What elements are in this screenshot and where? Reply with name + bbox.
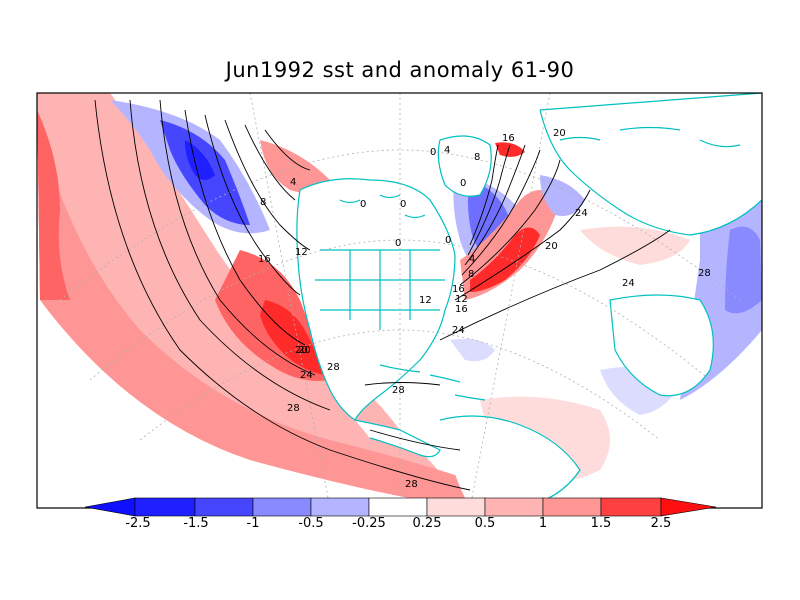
contour-label: 12 [295,247,308,258]
colorbar-box [484,497,544,517]
contour-label: 16 [452,284,465,295]
south-america-land [440,416,580,508]
contour-label: 12 [455,294,468,305]
anomaly-pos-pacific-west [37,110,70,300]
contour-label: 20 [298,345,311,356]
contour-label: 28 [392,385,405,396]
contour-label: 4 [444,145,450,156]
anomaly-neg-east-core [725,226,762,314]
colorbar-box [310,497,370,517]
contour-label: 8 [260,197,266,208]
colorbar-box [426,497,486,517]
colorbar-box [368,497,428,517]
contour-label: 4 [469,254,475,265]
colorbar-label: 2.5 [650,516,672,531]
contour-label: 8 [468,269,474,280]
africa-land [610,295,714,396]
contour-label: 28 [698,268,711,279]
contour-label: 16 [258,254,271,265]
contour-label: 0 [395,238,401,249]
contour-label: 24 [622,278,635,289]
contour-label: 0 [445,235,451,246]
land-layer [296,93,762,508]
north-america-land [296,178,455,420]
contour-label: 20 [295,345,308,356]
contour-label: 28 [405,479,418,490]
contour-label: 0 [430,147,436,158]
contour-label: 8 [474,152,480,163]
anomaly-neg-natlantic [540,175,585,216]
map-title: Jun1992 sst and anomaly 61-90 [225,58,575,82]
colorbar-arrow-left [84,497,136,517]
colorbar-label: -2.5 [125,516,151,531]
contour-label: 28 [287,403,300,414]
colorbar-label: -1 [246,516,260,531]
graticule [59,92,741,509]
contour-label: 0 [460,178,466,189]
anomaly-pos-greenland-sea [495,142,525,157]
contour-label: 20 [545,241,558,252]
colorbar-box [194,497,254,517]
colorbar-box [600,497,662,517]
anomaly-pos-gulfstream-core [470,227,540,292]
colorbar-box [542,497,602,517]
contour-label: 24 [575,208,588,219]
contour-label: 12 [419,295,432,306]
colorbar-label: 0.5 [474,516,496,531]
colorbar-label: 1 [538,516,548,531]
contour-label: 16 [455,304,468,315]
contour-label: 20 [553,128,566,139]
contour-label: 0 [400,199,406,210]
coastlines [296,92,763,509]
contour-label: 24 [452,325,465,336]
colorbar-label: 0.25 [412,516,442,531]
colorbar-box [134,497,196,517]
colorbar-arrow-right [660,497,717,517]
colorbar-box [252,497,312,517]
eurasia-land [540,93,762,235]
anomaly-pos-westatl [580,226,690,265]
contour-labels: 4 8 12 16 20 24 28 0 0 0 0 0 4 8 12 16 2… [258,128,711,490]
central-america-land [355,420,440,457]
greenland-land [438,136,492,197]
colorbar-label: -1.5 [183,516,209,531]
anomaly-neg-caribbean [450,338,495,362]
contour-label: 16 [502,133,515,144]
colorbar-label: -0.5 [298,516,324,531]
colorbar-label: -0.25 [352,516,386,531]
colorbar [84,497,717,517]
colorbar-label: 1.5 [590,516,612,531]
sst-contours [94,99,671,491]
contour-label: 4 [290,177,296,188]
contour-label: 0 [360,199,366,210]
contour-label: 28 [327,362,340,373]
contour-label: 24 [300,370,313,381]
